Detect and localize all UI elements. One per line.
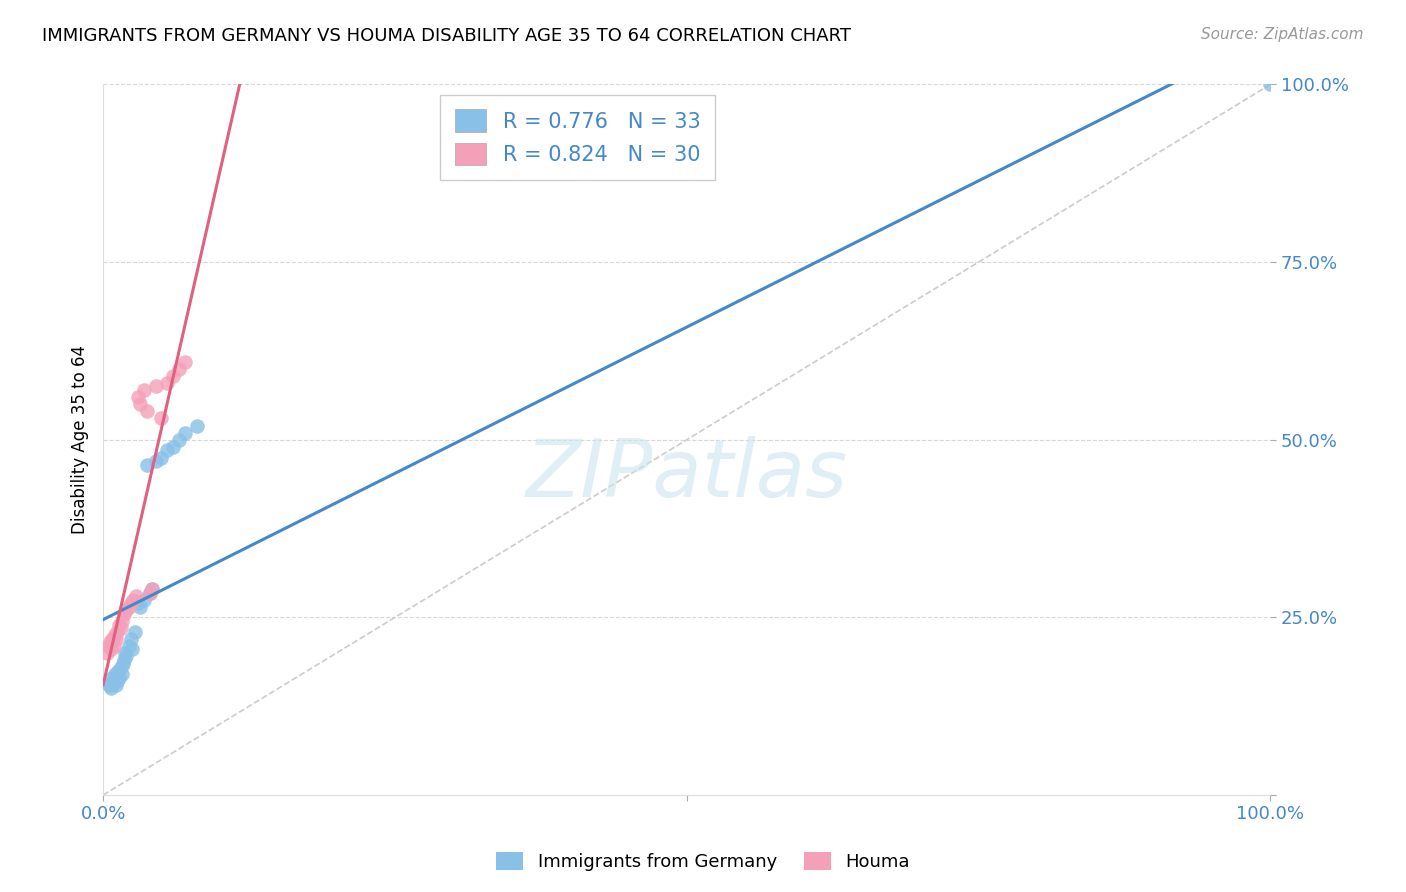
Point xyxy=(139,585,162,599)
Point xyxy=(173,425,195,440)
Point xyxy=(124,624,146,639)
Point xyxy=(115,603,138,617)
Point xyxy=(167,361,190,376)
Point xyxy=(150,411,173,425)
Point xyxy=(136,458,159,472)
Point xyxy=(100,681,122,696)
Point xyxy=(104,628,127,642)
Point xyxy=(101,632,124,646)
Point xyxy=(105,674,128,689)
Point xyxy=(110,660,132,674)
Point xyxy=(145,454,167,468)
Point xyxy=(101,671,124,685)
Point xyxy=(111,614,134,628)
Point xyxy=(136,404,159,418)
Point xyxy=(115,649,138,664)
Point xyxy=(104,678,127,692)
Point xyxy=(104,667,127,681)
Point xyxy=(114,646,136,660)
Point xyxy=(129,599,152,614)
Point xyxy=(127,596,149,610)
Point xyxy=(112,607,135,621)
Text: ZIPatlas: ZIPatlas xyxy=(526,436,848,515)
Point xyxy=(107,664,129,678)
Point xyxy=(162,440,184,454)
Point xyxy=(145,379,167,393)
Legend: R = 0.776   N = 33, R = 0.824   N = 30: R = 0.776 N = 33, R = 0.824 N = 30 xyxy=(440,95,716,180)
Point xyxy=(186,418,208,433)
Point xyxy=(104,632,127,646)
Point xyxy=(108,671,131,685)
Point xyxy=(103,639,125,653)
Point xyxy=(139,585,162,599)
Point xyxy=(118,599,141,614)
Y-axis label: Disability Age 35 to 64: Disability Age 35 to 64 xyxy=(72,345,89,534)
Point xyxy=(122,592,145,607)
Point xyxy=(111,657,134,671)
Point xyxy=(111,667,134,681)
Text: Source: ZipAtlas.com: Source: ZipAtlas.com xyxy=(1201,27,1364,42)
Point xyxy=(125,589,148,603)
Point xyxy=(156,443,179,458)
Point xyxy=(110,621,132,635)
Point xyxy=(129,397,152,411)
Point xyxy=(1260,78,1282,92)
Point xyxy=(100,642,122,657)
Point xyxy=(98,639,121,653)
Point xyxy=(98,635,121,649)
Point xyxy=(156,376,179,390)
Point xyxy=(167,433,190,447)
Point xyxy=(98,678,121,692)
Point xyxy=(118,639,141,653)
Point xyxy=(105,624,128,639)
Point xyxy=(120,596,142,610)
Point xyxy=(132,383,155,397)
Point xyxy=(141,582,163,596)
Point xyxy=(173,354,195,368)
Text: IMMIGRANTS FROM GERMANY VS HOUMA DISABILITY AGE 35 TO 64 CORRELATION CHART: IMMIGRANTS FROM GERMANY VS HOUMA DISABIL… xyxy=(42,27,851,45)
Point xyxy=(112,653,135,667)
Point xyxy=(120,632,142,646)
Point xyxy=(108,617,131,632)
Point xyxy=(141,582,163,596)
Point xyxy=(103,674,125,689)
Point xyxy=(150,450,173,465)
Legend: Immigrants from Germany, Houma: Immigrants from Germany, Houma xyxy=(489,845,917,879)
Point xyxy=(132,592,155,607)
Point xyxy=(121,642,143,657)
Point xyxy=(127,390,149,404)
Point xyxy=(162,368,184,383)
Point xyxy=(96,646,118,660)
